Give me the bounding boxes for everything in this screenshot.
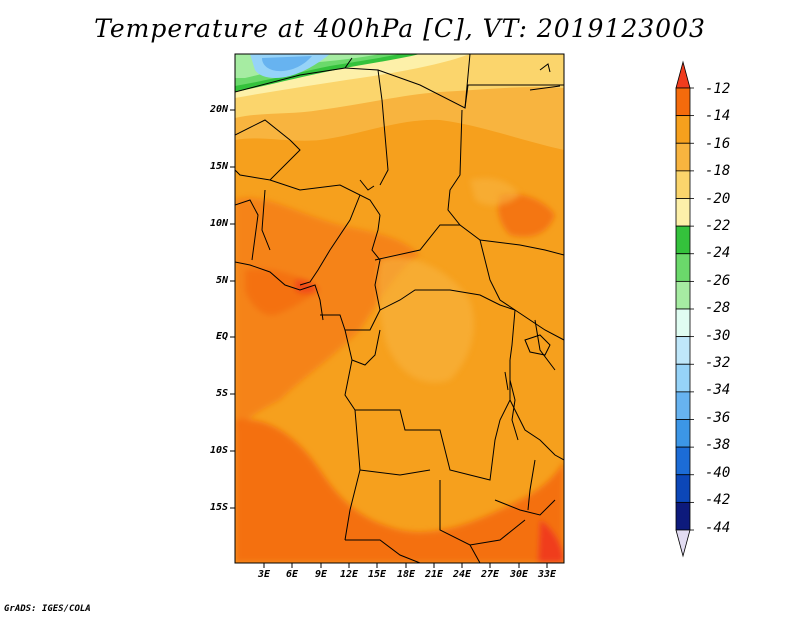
lat-label: 5S: [215, 388, 228, 399]
lat-label: 10N: [209, 218, 228, 229]
colorbar-label: -36: [705, 410, 731, 426]
colorbar-label: -20: [705, 191, 731, 207]
lon-label: 21E: [424, 569, 444, 580]
lon-label: 18E: [396, 569, 416, 580]
colorbar-label: -30: [705, 328, 731, 344]
colorbar-segment: [675, 529, 691, 558]
colorbar-label: -32: [705, 355, 731, 371]
lat-label: EQ: [215, 331, 228, 342]
colorbar-segment: [675, 225, 691, 255]
colorbar-segment: [675, 87, 691, 117]
colorbar-label: -44: [705, 520, 731, 536]
lon-label: 27E: [480, 569, 500, 580]
lon-label: 6E: [285, 569, 299, 580]
lon-label: 3E: [257, 569, 271, 580]
lat-label: 15N: [209, 161, 228, 172]
colorbar-label: -12: [705, 81, 731, 97]
map-frame: [234, 53, 565, 564]
colorbar-segment: [675, 170, 691, 199]
colorbar-segment: [675, 446, 691, 476]
temperature-field: [235, 54, 564, 563]
lat-label: 15S: [209, 502, 228, 513]
colorbar-label: -24: [705, 245, 731, 261]
colorbar-segment: [675, 198, 691, 227]
credit-text: GrADS: IGES/COLA: [4, 604, 91, 614]
colorbar-segment: [675, 280, 691, 310]
colorbar-label: -22: [705, 218, 731, 234]
lon-label: 24E: [452, 569, 472, 580]
colorbar-label: -16: [705, 136, 731, 152]
colorbar-label: -26: [705, 273, 731, 289]
colorbar-segment: [675, 363, 691, 393]
colorbar-segment: [675, 60, 691, 89]
lon-label: 15E: [367, 569, 387, 580]
colorbar-label: -14: [705, 108, 731, 124]
colorbar-label: -34: [705, 382, 731, 398]
country-borders: [235, 54, 564, 563]
colorbar-segment: [675, 501, 691, 531]
colorbar-segment: [675, 308, 691, 338]
colorbar-label: -18: [705, 163, 731, 179]
colorbar-segment: [675, 474, 691, 503]
lon-label: 33E: [537, 569, 557, 580]
lon-label: 12E: [339, 569, 359, 580]
lat-label: 5N: [215, 275, 228, 286]
colorbar: [675, 60, 694, 558]
lat-label: 20N: [209, 104, 228, 115]
colorbar-segment: [675, 142, 691, 172]
map-title: Temperature at 400hPa [C], VT: 201912300…: [94, 14, 706, 43]
colorbar-segment: [675, 336, 691, 365]
colorbar-label: -42: [705, 492, 731, 508]
colorbar-segment: [675, 419, 691, 448]
axis-ticks: [230, 109, 548, 568]
colorbar-label: -28: [705, 300, 731, 316]
colorbar-segment: [675, 391, 691, 420]
colorbar-label: -40: [705, 465, 731, 481]
lon-label: 9E: [314, 569, 328, 580]
lon-label: 30E: [509, 569, 529, 580]
colorbar-segment: [675, 115, 691, 144]
lat-label: 10S: [209, 445, 228, 456]
colorbar-label: -38: [705, 437, 731, 453]
colorbar-segment: [675, 253, 691, 282]
